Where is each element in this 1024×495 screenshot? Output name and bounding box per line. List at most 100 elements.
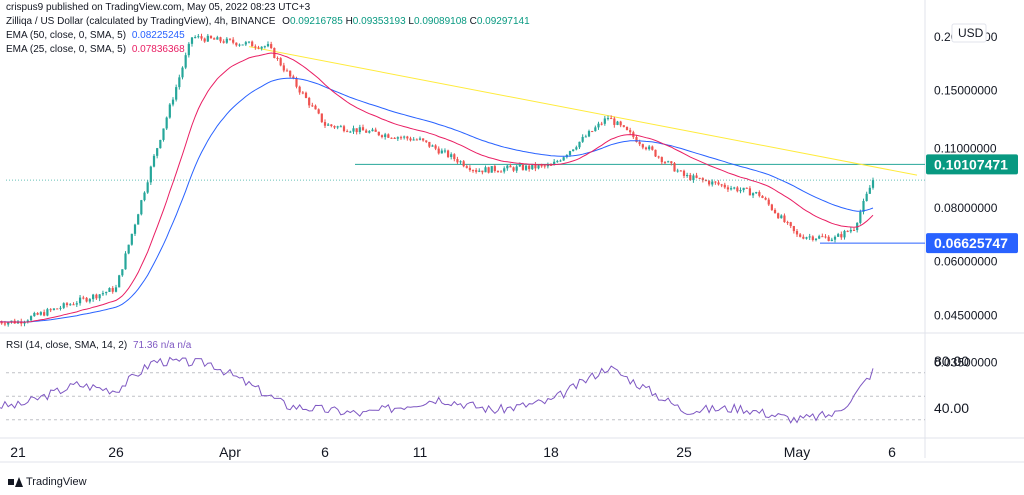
price-tick-label: 0.03500000 <box>934 355 998 369</box>
candle-body <box>437 148 440 154</box>
candle <box>729 185 733 191</box>
ohlc-c-value: 0.09297141 <box>476 16 530 27</box>
candle-body <box>118 275 121 288</box>
candle-body <box>216 37 219 40</box>
candle <box>600 121 603 126</box>
candle-body <box>682 170 686 176</box>
candle-body <box>673 163 676 172</box>
candle <box>365 128 368 133</box>
candle <box>241 44 244 46</box>
candle-body <box>789 222 792 227</box>
candle <box>475 168 478 174</box>
candle <box>190 37 194 47</box>
candle <box>805 236 808 240</box>
candle-body <box>468 167 472 171</box>
candle <box>98 294 101 302</box>
candle <box>610 115 613 120</box>
footer-brand[interactable]: TradingView <box>8 476 87 488</box>
candle <box>143 191 146 202</box>
candle-body <box>384 134 387 137</box>
price-tag-label: 0.06625747 <box>934 235 1008 251</box>
candle <box>578 141 581 149</box>
candle <box>524 164 528 171</box>
candle-body <box>365 130 368 133</box>
candle-body <box>795 231 799 235</box>
candle-body <box>729 188 733 190</box>
candle <box>755 191 758 195</box>
candle-body <box>481 170 484 173</box>
candle <box>818 234 821 240</box>
candle <box>679 170 682 172</box>
candle <box>739 187 742 194</box>
candle <box>393 137 396 139</box>
candle <box>833 235 837 243</box>
candle <box>0 320 3 325</box>
candle <box>422 138 425 142</box>
candle <box>493 164 496 173</box>
candle <box>830 237 833 242</box>
candle-body <box>537 165 540 169</box>
candle <box>745 187 748 189</box>
candle <box>43 309 46 317</box>
candle-body <box>308 97 311 106</box>
candle-body <box>266 44 270 47</box>
candle-body <box>0 321 3 324</box>
ohlc-h-label: H <box>345 16 353 27</box>
candle <box>720 183 723 188</box>
candle-body <box>584 136 587 138</box>
candle <box>260 46 263 51</box>
candle-body <box>165 117 168 129</box>
candle <box>346 129 349 133</box>
price-tag-label: 0.10107471 <box>934 156 1008 172</box>
candle <box>187 42 190 58</box>
candle-body <box>3 323 7 325</box>
candle-body <box>298 86 301 93</box>
candle-body <box>572 149 575 152</box>
candle-body <box>739 190 742 192</box>
candle <box>751 192 755 199</box>
candle-body <box>761 195 764 199</box>
candle <box>487 166 490 174</box>
candle-body <box>412 139 415 141</box>
candle <box>285 68 289 72</box>
candle-body <box>591 131 594 133</box>
publish-info: crispus9 published on TradingView.com, M… <box>6 2 311 13</box>
candle-body <box>85 297 88 302</box>
candle-body <box>257 47 260 49</box>
candle-body <box>868 187 871 194</box>
candle-body <box>546 164 549 167</box>
candle-body <box>701 178 704 181</box>
candle-body <box>597 123 600 128</box>
candle <box>418 136 422 141</box>
candle-body <box>46 309 49 316</box>
candle <box>468 165 472 172</box>
candle <box>88 298 91 304</box>
candle-body <box>770 204 773 210</box>
candle-body <box>657 156 660 158</box>
candle-body <box>758 192 761 196</box>
candle <box>512 166 515 173</box>
candle-body <box>65 303 69 306</box>
candle-body <box>676 170 679 172</box>
candle-body <box>453 154 456 160</box>
candle-body <box>434 145 437 149</box>
candle <box>450 152 453 160</box>
candle <box>225 37 228 44</box>
candle <box>171 97 175 107</box>
candle <box>349 130 352 133</box>
candle <box>75 301 78 307</box>
price-tick-label: 0.15000000 <box>934 84 998 98</box>
candle-body <box>811 236 814 240</box>
candle <box>572 149 575 152</box>
candle-body <box>317 109 320 114</box>
candle <box>591 130 594 133</box>
candle <box>415 138 418 141</box>
candle <box>355 128 358 135</box>
candle <box>481 170 484 175</box>
candle <box>465 164 468 169</box>
rsi-legend: RSI (14, close, SMA, 14, 2) 71.36 n/a n/… <box>6 340 191 352</box>
candle-body <box>399 137 403 139</box>
candle <box>140 199 143 216</box>
candle-body <box>146 182 149 193</box>
